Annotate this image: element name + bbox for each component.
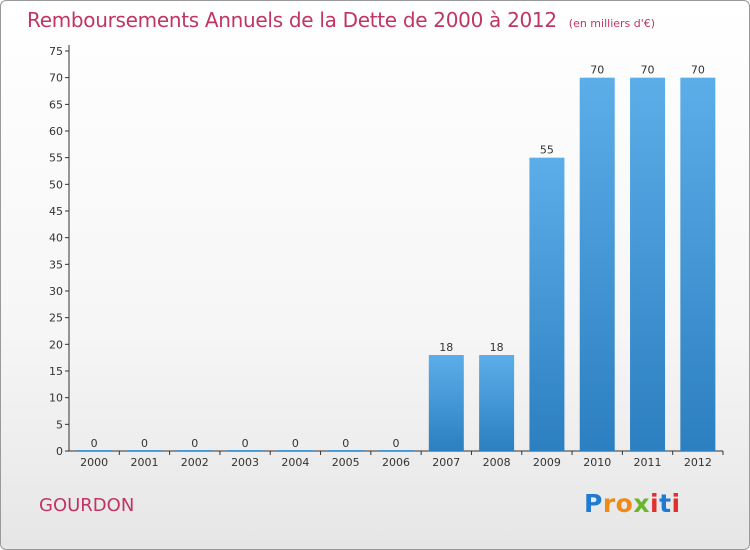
y-axis: 0 5 10 15 20 25 30 35 40 45 50 55 60 65 70 75 <box>49 45 70 458</box>
data-label-2001: 0 <box>141 437 148 450</box>
logo-letter: r <box>602 489 616 518</box>
bar-2000 <box>76 450 112 451</box>
data-label-2003: 0 <box>242 437 249 450</box>
chart-title: Remboursements Annuels de la Dette de 20… <box>27 8 655 32</box>
logo-letter: t <box>659 489 672 518</box>
y-tick-label: 30 <box>49 285 63 298</box>
x-tick-label: 2004 <box>281 456 309 469</box>
bar-2005 <box>328 450 364 451</box>
x-tick-label: 2006 <box>382 456 410 469</box>
logo-letter: o <box>615 489 634 518</box>
data-label-2009: 55 <box>540 144 554 157</box>
y-tick-label: 55 <box>49 152 63 165</box>
data-label-2012: 70 <box>691 64 705 77</box>
bar-2003 <box>227 450 263 451</box>
chart-title-text: Remboursements Annuels de la Dette de 20… <box>27 8 557 32</box>
y-tick-label: 40 <box>49 232 63 245</box>
x-tick-label: 2007 <box>432 456 460 469</box>
y-tick-label: 25 <box>49 312 63 325</box>
x-tick-label: 2005 <box>332 456 360 469</box>
commune-name: GOURDON <box>39 495 135 516</box>
bar-2010 <box>579 77 615 452</box>
bar-2012 <box>680 77 716 452</box>
bars <box>76 77 716 452</box>
y-tick-label: 10 <box>49 392 63 405</box>
x-tick-label: 2011 <box>634 456 662 469</box>
bar-2002 <box>177 450 213 451</box>
data-label-2008: 18 <box>490 341 504 354</box>
y-tick-label: 15 <box>49 365 63 378</box>
logo-letter: i <box>650 489 660 518</box>
bar-2001 <box>126 450 162 451</box>
bar-2011 <box>630 77 666 452</box>
x-tick-label: 2003 <box>231 456 259 469</box>
y-tick-label: 0 <box>56 445 63 458</box>
bar-2008 <box>479 355 515 451</box>
x-tick-label: 2001 <box>130 456 158 469</box>
x-tick-label: 2010 <box>583 456 611 469</box>
data-label-2006: 0 <box>393 437 400 450</box>
x-tick-label: 2009 <box>533 456 561 469</box>
chart-unit: (en milliers d'€) <box>568 17 656 30</box>
bar-2009 <box>529 157 565 451</box>
x-tick-label: 2012 <box>684 456 712 469</box>
y-tick-label: 35 <box>49 258 63 271</box>
y-tick-label: 45 <box>49 205 63 218</box>
data-label-2004: 0 <box>292 437 299 450</box>
data-label-2002: 0 <box>191 437 198 450</box>
y-tick-label: 70 <box>49 72 63 85</box>
y-tick-label: 65 <box>49 98 63 111</box>
data-labels: 0 0 0 0 0 0 0 18 18 55 70 70 70 <box>91 64 705 450</box>
x-tick-label: 2008 <box>483 456 511 469</box>
x-axis: 2000 2001 2002 2003 2004 2005 2006 2007 2008 2009… <box>69 450 724 469</box>
logo-letter: i <box>671 489 681 518</box>
data-label-2000: 0 <box>91 437 98 450</box>
bar-2006 <box>378 450 414 451</box>
data-label-2010: 70 <box>590 64 604 77</box>
logo-letter: P <box>584 489 603 518</box>
data-label-2007: 18 <box>439 341 453 354</box>
y-tick-label: 50 <box>49 178 63 191</box>
data-label-2011: 70 <box>641 64 655 77</box>
x-tick-label: 2000 <box>80 456 108 469</box>
bar-2004 <box>277 450 313 451</box>
x-tick-label: 2002 <box>181 456 209 469</box>
y-tick-label: 60 <box>49 125 63 138</box>
data-label-2005: 0 <box>342 437 349 450</box>
proxiti-logo: Proxiti <box>584 489 681 518</box>
bar-2007 <box>428 355 464 451</box>
y-tick-label: 20 <box>49 338 63 351</box>
y-tick-label: 75 <box>49 45 63 58</box>
logo-letter: x <box>633 489 650 518</box>
y-tick-label: 5 <box>56 418 63 431</box>
